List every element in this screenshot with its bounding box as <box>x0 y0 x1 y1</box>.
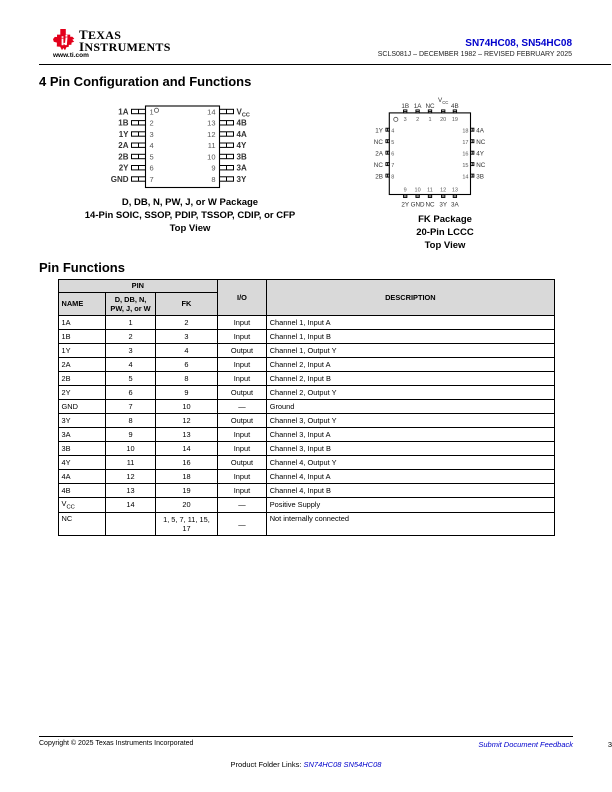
svg-text:4A: 4A <box>476 128 485 135</box>
svg-text:3Y: 3Y <box>439 202 448 209</box>
svg-text:4B: 4B <box>237 119 247 128</box>
svg-text:17: 17 <box>462 140 468 146</box>
svg-text:2: 2 <box>416 117 419 123</box>
svg-text:13: 13 <box>207 119 215 128</box>
svg-text:12: 12 <box>207 130 215 139</box>
svg-text:GND: GND <box>411 202 425 209</box>
svg-text:13: 13 <box>452 188 458 194</box>
svg-text:1: 1 <box>428 117 431 123</box>
svg-text:4Y: 4Y <box>476 151 485 158</box>
svg-text:19: 19 <box>452 117 458 123</box>
svg-text:2A: 2A <box>118 141 128 150</box>
svg-text:20: 20 <box>440 117 446 123</box>
svg-text:16: 16 <box>462 152 468 158</box>
svg-text:1: 1 <box>150 107 154 116</box>
svg-text:NC: NC <box>476 162 486 169</box>
svg-text:2B: 2B <box>375 173 383 180</box>
svg-text:3: 3 <box>404 117 407 123</box>
svg-text:1B: 1B <box>118 119 128 128</box>
svg-text:2B: 2B <box>118 152 128 161</box>
svg-text:4Y: 4Y <box>237 141 247 150</box>
svg-text:3A: 3A <box>237 164 247 173</box>
svg-text:2A: 2A <box>375 151 384 158</box>
svg-text:1B: 1B <box>401 103 409 110</box>
svg-text:8: 8 <box>391 174 394 180</box>
svg-text:NC: NC <box>374 162 384 169</box>
svg-text:10: 10 <box>415 188 421 194</box>
svg-text:NC: NC <box>374 139 384 146</box>
svg-text:1Y: 1Y <box>375 128 384 135</box>
svg-text:2Y: 2Y <box>119 164 129 173</box>
svg-text:4A: 4A <box>237 130 247 139</box>
svg-text:2Y: 2Y <box>401 202 410 209</box>
svg-text:NC: NC <box>425 202 435 209</box>
svg-text:15: 15 <box>462 163 468 169</box>
svg-text:9: 9 <box>404 188 407 194</box>
svg-text:4B: 4B <box>451 103 459 110</box>
svg-text:14: 14 <box>462 174 468 180</box>
svg-text:11: 11 <box>208 141 216 150</box>
svg-text:14: 14 <box>207 107 215 116</box>
svg-text:3Y: 3Y <box>237 175 247 184</box>
svg-text:12: 12 <box>440 188 446 194</box>
svg-text:7: 7 <box>391 163 394 169</box>
svg-text:11: 11 <box>427 188 433 194</box>
svg-text:9: 9 <box>211 164 215 173</box>
svg-text:3B: 3B <box>476 173 484 180</box>
svg-text:2: 2 <box>150 119 154 128</box>
svg-text:NC: NC <box>476 139 486 146</box>
svg-text:3: 3 <box>150 130 154 139</box>
svg-text:1A: 1A <box>118 107 128 116</box>
svg-text:VCC: VCC <box>237 107 250 118</box>
svg-text:VCC: VCC <box>438 97 448 105</box>
svg-text:1A: 1A <box>414 103 423 110</box>
svg-text:4: 4 <box>150 141 154 150</box>
svg-text:4: 4 <box>391 129 394 135</box>
svg-text:NC: NC <box>425 103 435 110</box>
svg-text:10: 10 <box>207 152 215 161</box>
svg-text:18: 18 <box>462 129 468 135</box>
svg-text:3B: 3B <box>237 152 247 161</box>
svg-text:1Y: 1Y <box>119 130 129 139</box>
svg-text:GND: GND <box>111 175 129 184</box>
svg-text:6: 6 <box>150 164 154 173</box>
svg-text:5: 5 <box>391 140 394 146</box>
svg-text:8: 8 <box>211 175 215 184</box>
svg-text:6: 6 <box>391 152 394 158</box>
svg-text:5: 5 <box>150 152 154 161</box>
svg-text:7: 7 <box>150 175 154 184</box>
svg-text:3A: 3A <box>451 202 460 209</box>
